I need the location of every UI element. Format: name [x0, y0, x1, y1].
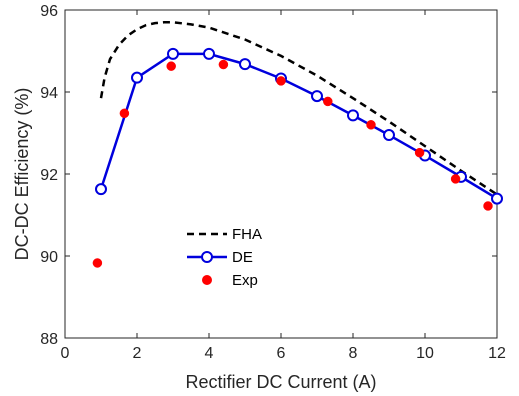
x-tick-label: 2: [133, 345, 142, 362]
x-tick-label: 4: [205, 345, 214, 362]
legend-exp-label: Exp: [232, 272, 258, 289]
legend: FHA DE Exp: [177, 220, 262, 297]
series-de-point: [311, 90, 323, 103]
series-de-point: [95, 183, 107, 196]
y-tick-label: 88: [40, 331, 58, 348]
legend-exp-marker: [202, 275, 212, 285]
y-tick-label: 92: [40, 167, 58, 184]
series-fha-line: [99, 21, 498, 196]
series-de-point: [347, 109, 359, 122]
x-tick-label: 10: [416, 345, 434, 362]
y-tick-label: 94: [40, 85, 58, 102]
y-axis-label: DC-DC Efficiency (%): [12, 88, 32, 261]
x-tick-labels: 0 2 4 6 8 10 12: [61, 345, 506, 362]
series-de-point: [131, 71, 143, 84]
series-exp-point: [166, 61, 176, 71]
plot-area: [64, 9, 498, 339]
series-exp-point: [323, 96, 333, 107]
series-exp-point: [366, 120, 376, 130]
y-tick-labels: 88 90 92 94 96: [40, 3, 58, 348]
x-tick-label: 6: [277, 345, 286, 362]
x-tick-label: 8: [349, 345, 358, 362]
legend-fha-label: FHA: [232, 226, 262, 243]
series-layer: [92, 21, 503, 268]
series-exp-point: [119, 108, 130, 119]
series-exp-point: [92, 258, 103, 268]
x-axis-label: Rectifier DC Current (A): [185, 372, 376, 392]
series-de-point: [239, 58, 251, 71]
y-tick-label: 96: [40, 3, 58, 20]
series-de-point: [203, 47, 215, 60]
legend-de-marker: [201, 251, 213, 263]
legend-de-label: DE: [232, 249, 253, 266]
axis-ticks: [64, 9, 498, 339]
series-exp-point: [450, 174, 461, 184]
series-de-point: [383, 129, 395, 142]
series-de-point: [491, 192, 503, 205]
x-tick-label: 0: [61, 345, 70, 362]
series-de-line: [99, 52, 498, 200]
series-exp-point: [483, 201, 493, 211]
series-exp-point: [218, 59, 229, 70]
x-tick-label: 12: [488, 345, 506, 362]
series-exp-point: [414, 147, 425, 158]
series-exp-point: [276, 76, 286, 86]
series-de-point: [167, 47, 179, 60]
y-tick-label: 90: [40, 249, 58, 266]
legend-items: FHA DE Exp: [187, 226, 262, 289]
